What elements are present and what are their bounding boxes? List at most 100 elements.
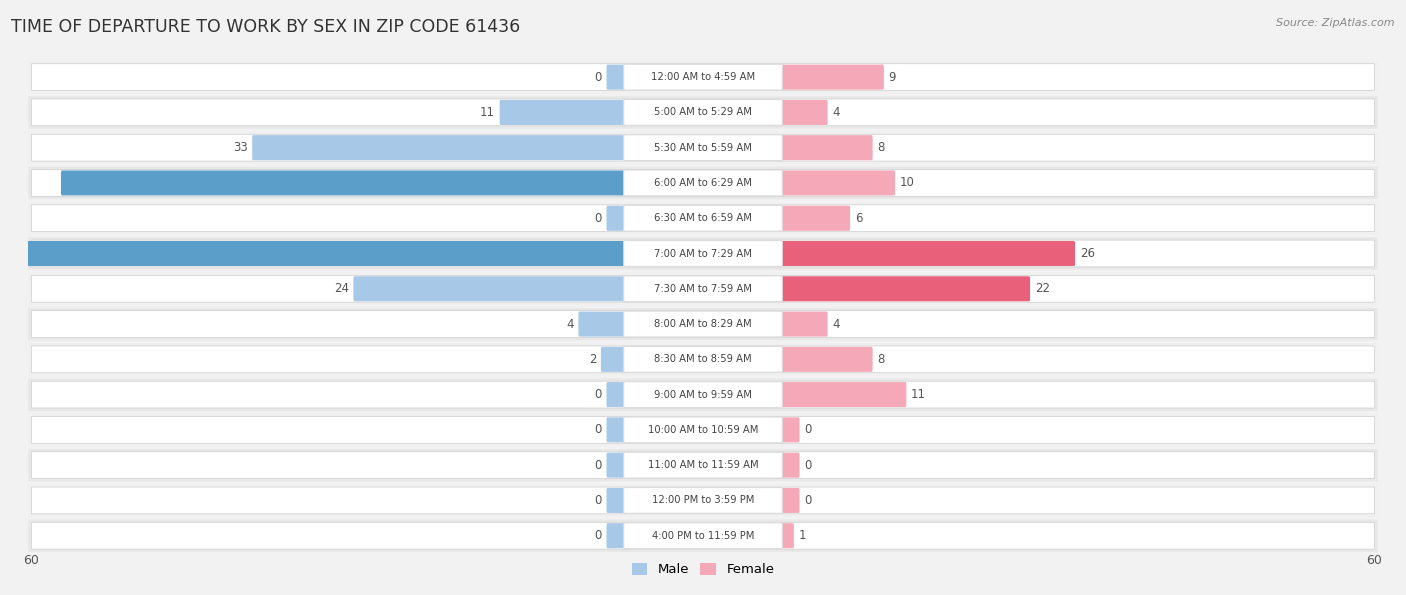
FancyBboxPatch shape — [606, 65, 626, 90]
Text: 0: 0 — [595, 212, 602, 225]
FancyBboxPatch shape — [624, 452, 782, 478]
FancyBboxPatch shape — [28, 378, 1378, 411]
FancyBboxPatch shape — [606, 206, 626, 231]
FancyBboxPatch shape — [780, 488, 800, 513]
Text: 0: 0 — [804, 424, 811, 436]
Text: 4: 4 — [567, 318, 574, 331]
Text: 10:00 AM to 10:59 AM: 10:00 AM to 10:59 AM — [648, 425, 758, 435]
Text: 6:00 AM to 6:29 AM: 6:00 AM to 6:29 AM — [654, 178, 752, 188]
FancyBboxPatch shape — [780, 347, 873, 372]
Text: Source: ZipAtlas.com: Source: ZipAtlas.com — [1277, 18, 1395, 28]
FancyBboxPatch shape — [31, 381, 1375, 408]
Text: 0: 0 — [595, 424, 602, 436]
Text: 1: 1 — [799, 529, 806, 542]
FancyBboxPatch shape — [31, 522, 1375, 549]
Text: 12:00 PM to 3:59 PM: 12:00 PM to 3:59 PM — [652, 496, 754, 505]
FancyBboxPatch shape — [624, 487, 782, 513]
FancyBboxPatch shape — [780, 382, 907, 407]
FancyBboxPatch shape — [624, 135, 782, 161]
FancyBboxPatch shape — [606, 453, 626, 478]
FancyBboxPatch shape — [780, 241, 1076, 266]
Text: TIME OF DEPARTURE TO WORK BY SEX IN ZIP CODE 61436: TIME OF DEPARTURE TO WORK BY SEX IN ZIP … — [11, 18, 520, 36]
FancyBboxPatch shape — [624, 417, 782, 443]
FancyBboxPatch shape — [780, 65, 884, 90]
FancyBboxPatch shape — [31, 487, 1375, 514]
FancyBboxPatch shape — [28, 308, 1378, 340]
FancyBboxPatch shape — [28, 202, 1378, 234]
FancyBboxPatch shape — [624, 240, 782, 267]
FancyBboxPatch shape — [31, 170, 1375, 196]
FancyBboxPatch shape — [624, 205, 782, 231]
FancyBboxPatch shape — [600, 347, 626, 372]
FancyBboxPatch shape — [780, 100, 828, 125]
FancyBboxPatch shape — [28, 61, 1378, 93]
FancyBboxPatch shape — [31, 311, 1375, 337]
Text: 4:00 PM to 11:59 PM: 4:00 PM to 11:59 PM — [652, 531, 754, 541]
FancyBboxPatch shape — [31, 346, 1375, 372]
Text: 26: 26 — [1080, 247, 1095, 260]
Text: 60: 60 — [24, 554, 39, 567]
FancyBboxPatch shape — [624, 99, 782, 126]
Text: 5:30 AM to 5:59 AM: 5:30 AM to 5:59 AM — [654, 143, 752, 153]
Text: 60: 60 — [1367, 554, 1382, 567]
Text: 50: 50 — [42, 177, 56, 189]
Text: 2: 2 — [589, 353, 596, 366]
Text: 10: 10 — [900, 177, 915, 189]
FancyBboxPatch shape — [780, 276, 1031, 301]
Text: 8:30 AM to 8:59 AM: 8:30 AM to 8:59 AM — [654, 355, 752, 364]
FancyBboxPatch shape — [31, 416, 1375, 443]
FancyBboxPatch shape — [31, 134, 1375, 161]
FancyBboxPatch shape — [780, 312, 828, 337]
FancyBboxPatch shape — [624, 64, 782, 90]
Text: 0: 0 — [595, 71, 602, 84]
FancyBboxPatch shape — [31, 99, 1375, 126]
FancyBboxPatch shape — [28, 414, 1378, 446]
FancyBboxPatch shape — [28, 273, 1378, 305]
Text: 11: 11 — [911, 388, 927, 401]
FancyBboxPatch shape — [31, 275, 1375, 302]
FancyBboxPatch shape — [578, 312, 626, 337]
Text: 11:00 AM to 11:59 AM: 11:00 AM to 11:59 AM — [648, 460, 758, 470]
FancyBboxPatch shape — [31, 452, 1375, 478]
Text: 9: 9 — [889, 71, 896, 84]
Text: 22: 22 — [1035, 282, 1050, 295]
Text: 0: 0 — [595, 494, 602, 507]
FancyBboxPatch shape — [31, 64, 1375, 90]
Text: 8:00 AM to 8:29 AM: 8:00 AM to 8:29 AM — [654, 319, 752, 329]
FancyBboxPatch shape — [28, 237, 1378, 270]
FancyBboxPatch shape — [353, 276, 626, 301]
FancyBboxPatch shape — [606, 382, 626, 407]
Text: 0: 0 — [595, 459, 602, 472]
FancyBboxPatch shape — [624, 170, 782, 196]
Text: 0: 0 — [595, 529, 602, 542]
FancyBboxPatch shape — [28, 131, 1378, 164]
FancyBboxPatch shape — [252, 135, 626, 160]
FancyBboxPatch shape — [31, 205, 1375, 231]
FancyBboxPatch shape — [624, 523, 782, 549]
FancyBboxPatch shape — [60, 170, 626, 196]
Text: 8: 8 — [877, 353, 884, 366]
Text: 33: 33 — [233, 141, 247, 154]
Text: 8: 8 — [877, 141, 884, 154]
FancyBboxPatch shape — [780, 206, 851, 231]
Text: 24: 24 — [333, 282, 349, 295]
FancyBboxPatch shape — [31, 240, 1375, 267]
FancyBboxPatch shape — [28, 484, 1378, 516]
Text: 9:00 AM to 9:59 AM: 9:00 AM to 9:59 AM — [654, 390, 752, 400]
FancyBboxPatch shape — [780, 523, 794, 548]
Text: 0: 0 — [804, 494, 811, 507]
FancyBboxPatch shape — [780, 453, 800, 478]
Text: 0: 0 — [804, 459, 811, 472]
FancyBboxPatch shape — [606, 417, 626, 443]
FancyBboxPatch shape — [28, 519, 1378, 552]
Text: 6: 6 — [855, 212, 862, 225]
FancyBboxPatch shape — [780, 417, 800, 443]
FancyBboxPatch shape — [606, 523, 626, 548]
FancyBboxPatch shape — [624, 311, 782, 337]
Text: 0: 0 — [595, 388, 602, 401]
FancyBboxPatch shape — [780, 135, 873, 160]
FancyBboxPatch shape — [624, 346, 782, 372]
FancyBboxPatch shape — [624, 276, 782, 302]
Text: 7:30 AM to 7:59 AM: 7:30 AM to 7:59 AM — [654, 284, 752, 294]
FancyBboxPatch shape — [28, 96, 1378, 129]
